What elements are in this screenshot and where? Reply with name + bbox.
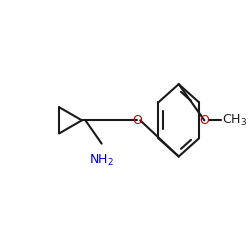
Text: O: O — [132, 114, 142, 127]
Text: O: O — [200, 114, 209, 127]
Text: CH$_3$: CH$_3$ — [222, 113, 247, 128]
Text: NH$_2$: NH$_2$ — [89, 153, 114, 168]
